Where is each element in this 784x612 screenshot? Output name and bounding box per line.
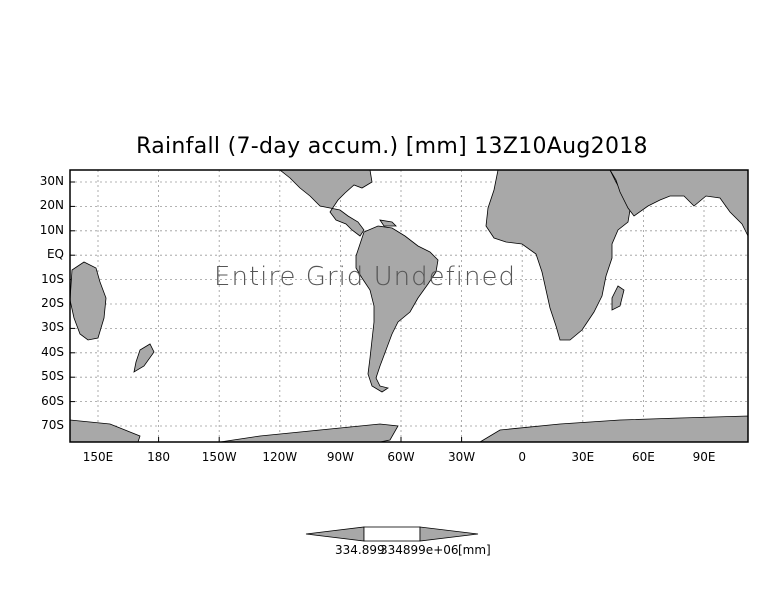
lon-tick-label: 60E [631,450,655,464]
lon-tick-label: 0 [518,450,526,464]
lon-tick-label: 60W [387,450,415,464]
arabia-asia [609,169,749,237]
colorbar-right-triangle [419,526,479,542]
undefined-grid-message: Entire Grid Undefined [214,262,516,292]
new-zealand [133,343,155,373]
lat-tick-label: 20S [41,296,64,310]
lon-tick-label: 180 [147,450,171,464]
lon-tick-label: 90W [326,450,354,464]
lon-tick-label: 30E [571,450,595,464]
lat-tick-label: 10S [41,271,64,286]
lat-tick-label: 30S [41,320,64,335]
caribbean-islands [379,219,397,227]
africa [485,169,631,341]
lat-tick-label: 70S [41,418,64,432]
lon-tick-label: 150W [201,450,237,464]
madagascar [611,285,625,311]
lat-tick-label: 30N [39,174,64,188]
lon-tick-label: 150E [82,450,114,464]
colorbar-right-value: 334899e+06 [380,543,459,557]
lon-tick-label: 90E [692,450,716,464]
colorbar-box [363,526,421,542]
lon-tick-label: 30W [448,450,476,464]
north-america [278,169,373,237]
lat-tick-label: EQ [46,247,64,262]
colorbar [305,526,479,542]
lat-tick-label: 40S [41,344,64,359]
colorbar-left-triangle [305,526,365,542]
colorbar-left-value: 334.899 [335,543,385,557]
lat-tick-label: 10N [39,222,64,237]
lat-tick-label: 60S [41,393,64,408]
south-america [355,225,439,393]
australia [69,261,107,341]
map-frame [69,169,749,443]
lat-tick-label: 50S [41,369,64,384]
map-title: Rainfall (7-day accum.) [mm] 13Z10Aug201… [136,134,648,159]
landmasses [69,169,749,443]
lon-tick-label: 120W [262,450,298,464]
lat-tick-label: 20N [39,198,64,213]
colorbar-units: [mm] [458,543,491,557]
